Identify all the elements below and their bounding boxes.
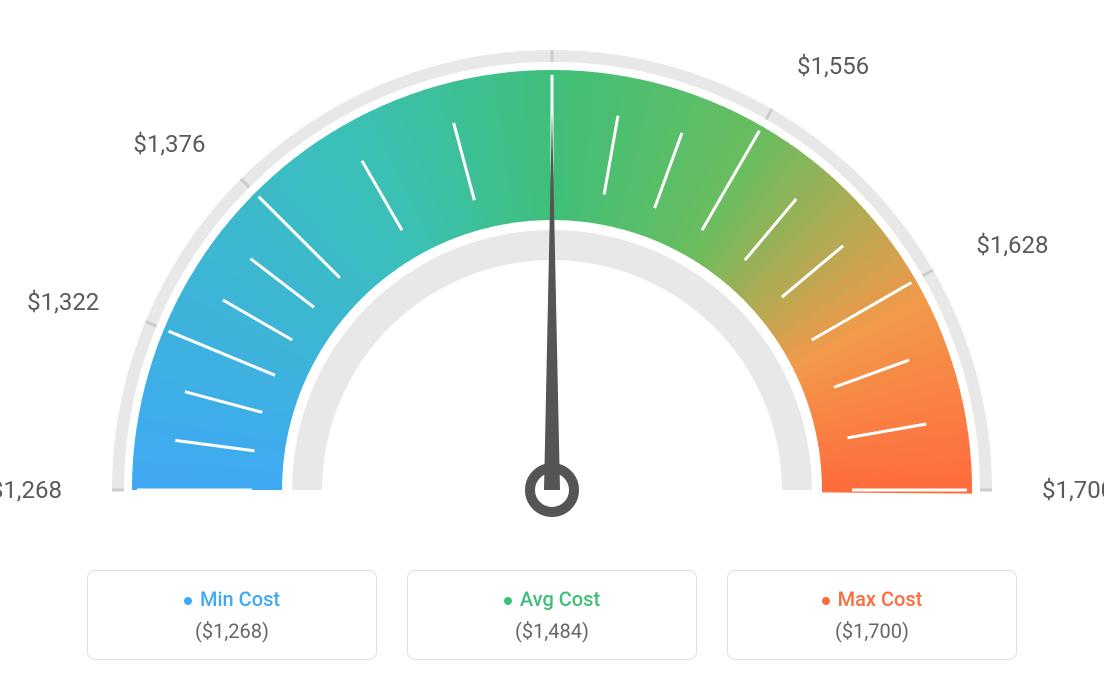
legend-card: Max Cost ($1,700) xyxy=(727,570,1017,660)
legend-row: Min Cost ($1,268) Avg Cost ($1,484) Max Cost… xyxy=(0,570,1104,660)
legend-card-value: ($1,268) xyxy=(108,619,356,643)
legend-card-title-text: Min Cost xyxy=(200,587,280,611)
legend-card: Avg Cost ($1,484) xyxy=(407,570,697,660)
bullet-icon xyxy=(184,597,192,605)
bullet-icon xyxy=(822,597,830,605)
legend-card-title-text: Max Cost xyxy=(838,587,923,611)
legend-card-title: Max Cost xyxy=(748,587,996,611)
gauge-tick-label: $1,268 xyxy=(0,476,62,504)
legend-card-title: Avg Cost xyxy=(428,587,676,611)
gauge-tick-label: $1,376 xyxy=(133,130,205,158)
bullet-icon xyxy=(504,597,512,605)
gauge-tick-label: $1,628 xyxy=(976,231,1048,259)
legend-card-title: Min Cost xyxy=(108,587,356,611)
gauge-tick-label: $1,556 xyxy=(797,52,869,80)
legend-card-value: ($1,700) xyxy=(748,619,996,643)
gauge-tick-label: $1,700 xyxy=(1042,476,1104,504)
chart-container: $1,268$1,322$1,376$1,484$1,556$1,628$1,7… xyxy=(0,0,1104,690)
legend-card-title-text: Avg Cost xyxy=(520,587,600,611)
legend-card-value: ($1,484) xyxy=(428,619,676,643)
gauge-area: $1,268$1,322$1,376$1,484$1,556$1,628$1,7… xyxy=(0,0,1104,560)
gauge-tick-label: $1,322 xyxy=(27,288,99,316)
gauge-svg xyxy=(0,0,1104,560)
legend-card: Min Cost ($1,268) xyxy=(87,570,377,660)
